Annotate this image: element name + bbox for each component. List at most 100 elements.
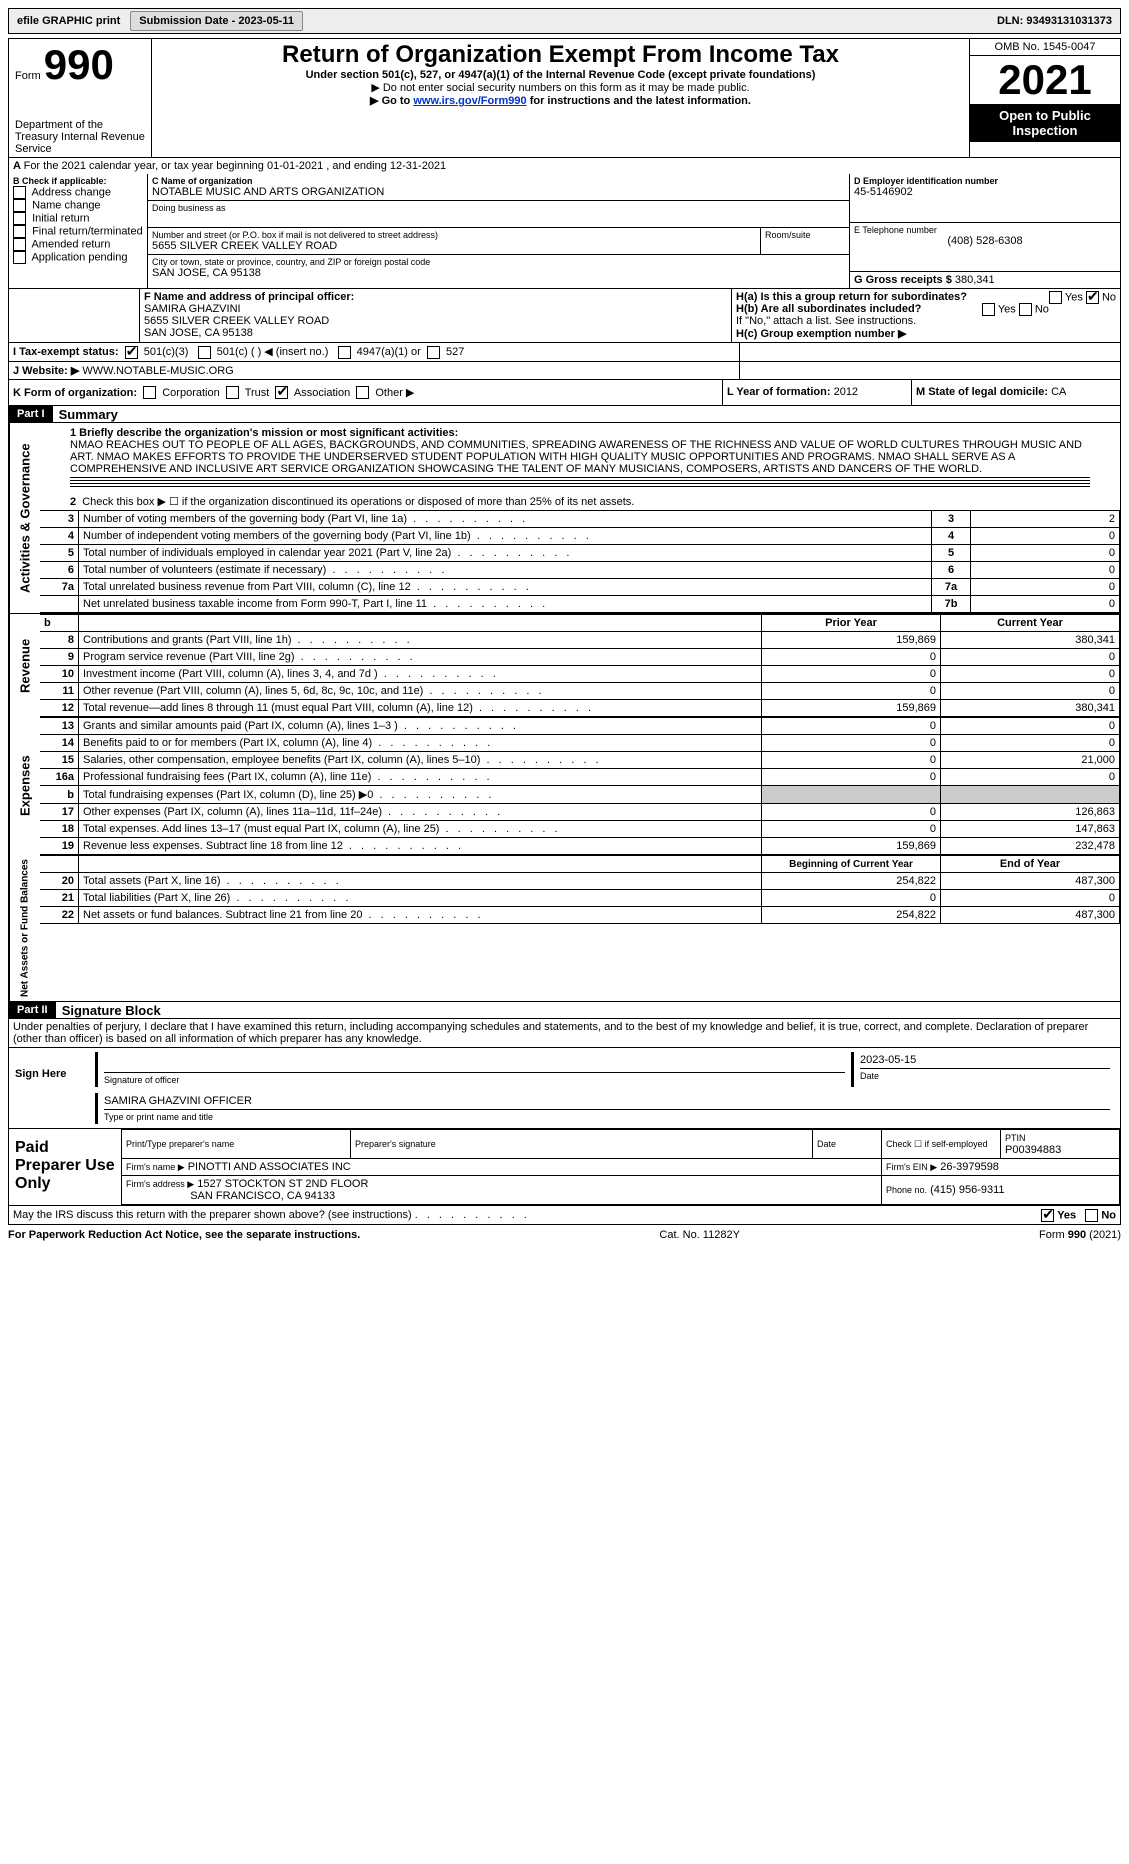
boxb-checkbox[interactable]: [13, 212, 26, 225]
hb-yes-checkbox[interactable]: [982, 303, 995, 316]
year-formation: 2012: [834, 386, 858, 398]
table-row: 15Salaries, other compensation, employee…: [40, 752, 1120, 769]
box-f-label: F Name and address of principal officer:: [144, 291, 727, 303]
h-note: If "No," attach a list. See instructions…: [736, 315, 1116, 327]
expenses-section: Expenses 13Grants and similar amounts pa…: [8, 717, 1121, 855]
firm-name-label: Firm's name ▶: [126, 1162, 185, 1172]
irs-link[interactable]: www.irs.gov/Form990: [413, 95, 526, 107]
table-row: 6Total number of volunteers (estimate if…: [40, 562, 1120, 579]
no-label: No: [1102, 291, 1116, 303]
table-row: 21Total liabilities (Part X, line 26)00: [40, 890, 1120, 907]
note-2b: for instructions and the latest informat…: [527, 95, 751, 107]
prep-check-label: Check ☐ if self-employed: [886, 1139, 988, 1149]
table-row: 9Program service revenue (Part VIII, lin…: [40, 649, 1120, 666]
h-a-row: H(a) Is this a group return for subordin…: [736, 291, 1116, 303]
vlabel-expenses: Expenses: [9, 717, 40, 855]
table-row: 13Grants and similar amounts paid (Part …: [40, 718, 1120, 735]
boxb-option: Initial return: [13, 212, 143, 225]
boxb-checkbox[interactable]: [13, 199, 26, 212]
box-e-label: E Telephone number: [854, 225, 1116, 235]
footer-mid: Cat. No. 11282Y: [659, 1229, 740, 1241]
room-label: Room/suite: [765, 230, 845, 240]
form-number: 990: [44, 41, 114, 88]
boxb-checkbox[interactable]: [13, 238, 26, 251]
boxk-checkbox[interactable]: [275, 386, 288, 399]
officer-block: F Name and address of principal officer:…: [8, 289, 1121, 343]
opt-4947: 4947(a)(1) or: [357, 346, 421, 358]
table-row: 4Number of independent voting members of…: [40, 528, 1120, 545]
4947-checkbox[interactable]: [338, 346, 351, 359]
box-g-label: G Gross receipts $: [854, 274, 952, 286]
prep-sig-label: Preparer's signature: [355, 1139, 436, 1149]
website-row: J Website: ▶ WWW.NOTABLE-MUSIC.ORG: [8, 362, 1121, 380]
table-row: 16aProfessional fundraising fees (Part I…: [40, 769, 1120, 786]
period-text: For the 2021 calendar year, or tax year …: [24, 160, 447, 172]
domicile-state: CA: [1051, 386, 1066, 398]
form-subtitle: Under section 501(c), 527, or 4947(a)(1)…: [158, 69, 963, 81]
table-row: bTotal fundraising expenses (Part IX, co…: [40, 786, 1120, 804]
submission-date-button[interactable]: Submission Date - 2023-05-11: [130, 11, 303, 31]
tax-year: 2021: [970, 56, 1120, 104]
box-j-label: J Website: ▶: [13, 365, 79, 377]
part1-header: Part I Summary: [8, 406, 1121, 423]
boxb-checkbox[interactable]: [13, 225, 26, 238]
hb-no-checkbox[interactable]: [1019, 303, 1032, 316]
expenses-table: 13Grants and similar amounts paid (Part …: [40, 717, 1120, 855]
ha-yes-checkbox[interactable]: [1049, 291, 1062, 304]
box-b-title: B Check if applicable:: [13, 176, 143, 186]
box-l-label: L Year of formation:: [727, 386, 831, 398]
h-c-label: H(c) Group exemption number ▶: [736, 327, 1116, 340]
dept-label: Department of the Treasury Internal Reve…: [15, 119, 145, 155]
revenue-table: bPrior YearCurrent Year8Contributions an…: [40, 614, 1120, 717]
table-row: 11Other revenue (Part VIII, column (A), …: [40, 683, 1120, 700]
boxb-checkbox[interactable]: [13, 251, 26, 264]
form-header: Form 990 Department of the Treasury Inte…: [8, 38, 1121, 158]
website-value: WWW.NOTABLE-MUSIC.ORG: [82, 365, 233, 377]
boxb-checkbox[interactable]: [13, 186, 26, 199]
dln-label: DLN: 93493131031373: [989, 12, 1120, 30]
ptin-label: PTIN: [1005, 1133, 1026, 1143]
table-row: 10Investment income (Part VIII, column (…: [40, 666, 1120, 683]
efile-label: efile GRAPHIC print: [9, 12, 128, 30]
boxk-option: Corporation: [140, 387, 220, 399]
footer-year: 2021: [1093, 1229, 1117, 1241]
firm-phone: (415) 956-9311: [930, 1184, 1004, 1196]
table-row: 18Total expenses. Add lines 13–17 (must …: [40, 821, 1120, 838]
boxb-option: Address change: [13, 186, 143, 199]
ein-value: 45-5146902: [854, 186, 1116, 198]
sig-name: SAMIRA GHAZVINI OFFICER: [104, 1095, 1110, 1107]
boxk-checkbox[interactable]: [356, 386, 369, 399]
vlabel-netassets: Net Assets or Fund Balances: [9, 855, 40, 1001]
boxk-checkbox[interactable]: [226, 386, 239, 399]
street-value: 5655 SILVER CREEK VALLEY ROAD: [152, 240, 756, 252]
sign-here-label: Sign Here: [9, 1048, 91, 1128]
note-2a: ▶ Go to: [370, 95, 413, 107]
tax-status-row: I Tax-exempt status: 501(c)(3) 501(c) ( …: [8, 343, 1121, 362]
501c3-checkbox[interactable]: [125, 346, 138, 359]
netassets-section: Net Assets or Fund Balances Beginning of…: [8, 855, 1121, 1002]
klm-row: K Form of organization: Corporation Trus…: [8, 380, 1121, 407]
ha-no-checkbox[interactable]: [1086, 291, 1099, 304]
vlabel-revenue: Revenue: [9, 614, 40, 717]
discuss-no-checkbox[interactable]: [1085, 1209, 1098, 1222]
opt-501c: 501(c) ( ) ◀ (insert no.): [217, 346, 329, 358]
527-checkbox[interactable]: [427, 346, 440, 359]
part1-title: Summary: [59, 407, 118, 422]
501c-checkbox[interactable]: [198, 346, 211, 359]
sig-officer-label: Signature of officer: [104, 1075, 845, 1085]
preparer-label: Paid Preparer Use Only: [9, 1129, 121, 1205]
table-row: 2 Check this box ▶ ☐ if the organization…: [40, 493, 1120, 511]
opt-527: 527: [446, 346, 464, 358]
h-b-label: H(b) Are all subordinates included?: [736, 303, 921, 315]
table-row: 20Total assets (Part X, line 16)254,8224…: [40, 873, 1120, 890]
discuss-yes-checkbox[interactable]: [1041, 1209, 1054, 1222]
firm-addr1: 1527 STOCKTON ST 2ND FLOOR: [197, 1178, 368, 1190]
table-row: 7aTotal unrelated business revenue from …: [40, 579, 1120, 596]
boxk-checkbox[interactable]: [143, 386, 156, 399]
box-d-label: D Employer identification number: [854, 176, 1116, 186]
sign-here-block: Sign Here Signature of officer 2023-05-1…: [8, 1048, 1121, 1129]
discuss-no: No: [1101, 1210, 1116, 1222]
boxk-option: Other ▶: [350, 387, 414, 399]
vlabel-governance: Activities & Governance: [9, 423, 40, 613]
open-to-public: Open to Public Inspection: [970, 104, 1120, 142]
